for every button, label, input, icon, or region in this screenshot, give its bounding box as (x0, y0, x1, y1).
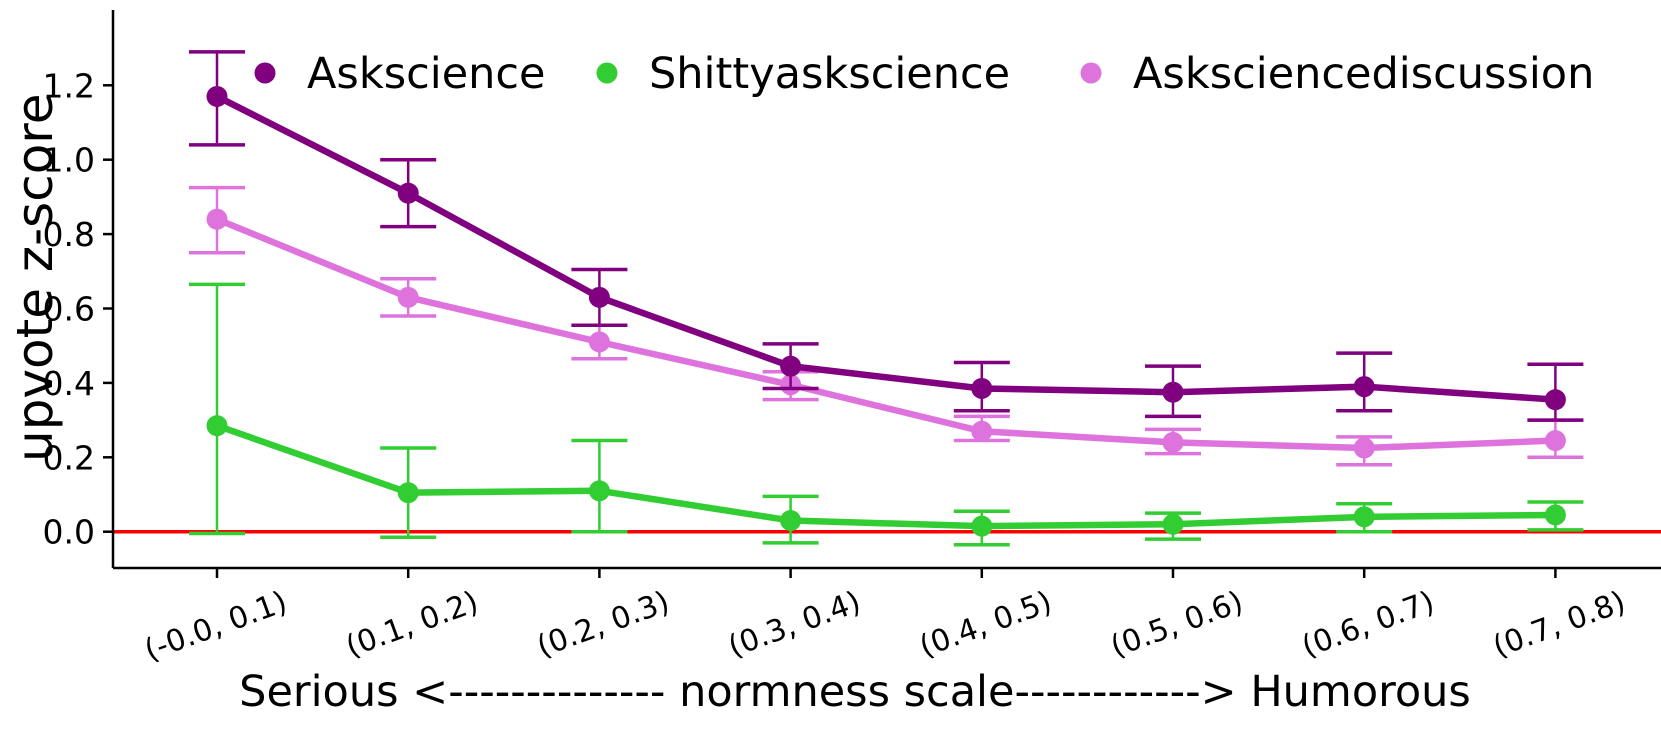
data-point (588, 480, 610, 502)
x-tick-label: (0.7, 0.8) (1489, 585, 1631, 665)
y-tick-label: 0.2 (43, 438, 95, 477)
legend: Askscience Shittyaskscience Asksciencedisc… (254, 49, 1594, 99)
data-point (588, 331, 610, 353)
data-point (971, 515, 993, 537)
y-tick-label: 1.0 (43, 141, 95, 180)
data-point (971, 420, 993, 442)
legend-item-label: Asksciencediscussion (1133, 49, 1594, 99)
data-point (780, 510, 802, 532)
y-tick-label: 0.4 (43, 364, 95, 403)
data-point (971, 377, 993, 399)
x-tick-label: (0.3, 0.4) (724, 585, 866, 665)
data-point (1544, 504, 1566, 526)
data-point (780, 355, 802, 377)
legend-marker (1080, 62, 1102, 84)
series-line (215, 93, 1556, 403)
data-point (588, 286, 610, 308)
x-tick-label: (0.4, 0.5) (915, 585, 1057, 665)
legend-item-label: Askscience (307, 49, 546, 99)
x-tick-label: (0.1, 0.2) (341, 585, 483, 665)
data-point (206, 415, 228, 437)
y-axis-label: upvote z-score (6, 93, 64, 462)
data-point (206, 85, 228, 107)
x-tick-label: (0.6, 0.7) (1297, 585, 1439, 665)
y-tick-label: 0.0 (43, 513, 95, 552)
legend-marker (596, 62, 618, 84)
x-tick-label: (-0.0, 0.1) (140, 585, 292, 669)
data-point (397, 482, 419, 504)
legend-item-asksciencediscussion: Asksciencediscussion (1080, 49, 1594, 99)
legend-marker (254, 62, 276, 84)
data-point (1353, 506, 1375, 528)
y-tick-label: 0.6 (43, 290, 95, 329)
x-axis-label: Serious <-------------- normness scale--… (239, 667, 1471, 717)
data-point (397, 286, 419, 308)
series-line (215, 216, 1556, 452)
data-point (1162, 381, 1184, 403)
legend-item-label: Shittyaskscience (649, 49, 1010, 99)
series-asksciencediscussion (189, 185, 1584, 467)
y-tick-label: 0.8 (43, 215, 95, 254)
y-tick-label: 1.2 (43, 66, 95, 105)
data-point (1162, 513, 1184, 535)
data-point (1544, 430, 1566, 452)
series-shittyaskscience (189, 282, 1584, 547)
data-point (397, 182, 419, 204)
legend-item-shittyaskscience: Shittyaskscience (596, 49, 1010, 99)
legend-item-askscience: Askscience (254, 49, 546, 99)
data-point (1544, 389, 1566, 411)
series-askscience (189, 50, 1584, 422)
axes-layer: 0.0 0.2 0.4 0.6 0.8 1.0 1.2 (-0.0, 0.1) (0.1, 0.… (43, 10, 1661, 668)
x-tick-label: (0.5, 0.6) (1106, 585, 1248, 665)
data-point (206, 208, 228, 230)
data-point (1162, 431, 1184, 453)
data-point (1353, 376, 1375, 398)
series-line (215, 422, 1556, 530)
data-point (1353, 437, 1375, 459)
x-tick-label: (0.2, 0.3) (533, 585, 675, 665)
series-layer (189, 50, 1584, 547)
